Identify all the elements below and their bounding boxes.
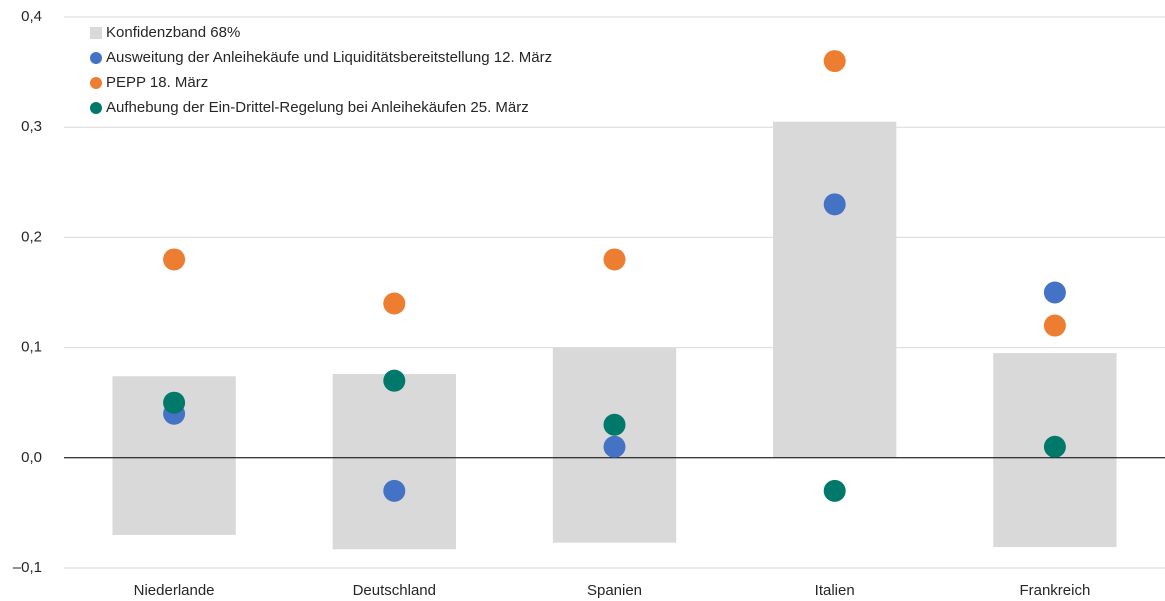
y-tick-label: –0,1 [13,559,42,576]
dot [823,50,846,73]
legend-swatch [90,77,102,89]
dot [823,193,846,216]
legend-swatch [90,27,102,39]
y-tick-label: 0,4 [21,8,42,25]
dot [823,479,846,502]
legend-swatch [90,102,102,114]
confidence-band [332,374,456,550]
dot [603,435,626,458]
dot [383,479,406,502]
y-tick-label: 0,3 [21,118,42,135]
dot [383,369,406,392]
dot [163,391,186,414]
dot [1043,314,1066,337]
legend-swatch [90,52,102,64]
y-tick-label: 0,2 [21,228,42,245]
dot [603,413,626,436]
dot [1043,435,1066,458]
dot [163,248,186,271]
dot [603,248,626,271]
x-tick-label: Spanien [587,582,642,599]
x-tick-label: Deutschland [353,582,436,599]
legend-label: Aufhebung der Ein-Drittel-Regelung bei A… [106,99,529,116]
dot [383,292,406,315]
confidence-band [773,121,897,458]
x-tick-label: Frankreich [1019,582,1090,599]
y-tick-label: 0,0 [21,449,42,466]
legend-label: PEPP 18. März [106,74,208,91]
legend-label: Konfidenzband 68% [106,24,240,41]
x-tick-label: Niederlande [134,582,215,599]
legend-label: Ausweitung der Anleihekäufe und Liquidit… [106,49,552,66]
dot [1043,281,1066,304]
y-tick-label: 0,1 [21,339,42,356]
x-tick-label: Italien [815,582,855,599]
